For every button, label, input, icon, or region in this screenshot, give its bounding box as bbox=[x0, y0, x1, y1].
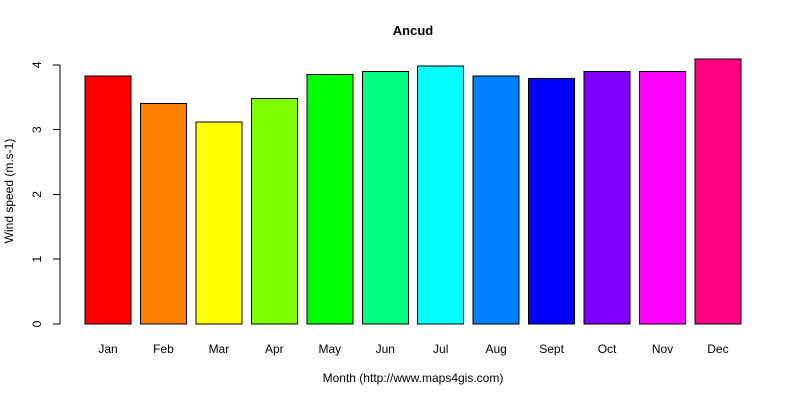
y-tick-label: 3 bbox=[30, 126, 44, 133]
bar-feb bbox=[139, 103, 187, 325]
x-tick-label-may: May bbox=[318, 342, 341, 356]
x-tick-label-nov: Nov bbox=[652, 342, 673, 356]
x-axis-labels: Jan Feb Mar Apr May Jun Jul Aug Sept Oct Nov Dec bbox=[98, 342, 728, 356]
y-tick-label: 4 bbox=[30, 61, 44, 68]
bar-jun bbox=[361, 70, 409, 325]
x-tick-label-aug: Aug bbox=[485, 342, 506, 356]
bar-sept bbox=[528, 77, 576, 325]
x-tick-label-dec: Dec bbox=[707, 342, 728, 356]
y-axis: 0 1 2 3 4 bbox=[30, 61, 61, 327]
y-axis-label: Wind speed (m.s-1) bbox=[2, 139, 16, 244]
y-tick-label: 0 bbox=[30, 320, 44, 327]
x-tick-label-jan: Jan bbox=[98, 342, 117, 356]
x-tick-label-mar: Mar bbox=[209, 342, 230, 356]
bar-jan bbox=[84, 75, 132, 325]
y-tick-label: 2 bbox=[30, 191, 44, 198]
bar-oct bbox=[583, 70, 631, 325]
bar-mar bbox=[195, 121, 243, 325]
x-tick-label-feb: Feb bbox=[153, 342, 174, 356]
bar-dec bbox=[694, 58, 742, 325]
x-tick-label-sept: Sept bbox=[539, 342, 564, 356]
y-tick-label: 1 bbox=[30, 256, 44, 263]
bar-apr bbox=[250, 98, 298, 325]
x-tick-label-jun: Jun bbox=[376, 342, 395, 356]
bar-may bbox=[306, 74, 354, 325]
x-tick-label-jul: Jul bbox=[433, 342, 448, 356]
chart-title: Ancud bbox=[393, 23, 434, 38]
bar-aug bbox=[472, 75, 520, 325]
x-tick-label-apr: Apr bbox=[265, 342, 284, 356]
x-axis-label: Month (http://www.maps4gis.com) bbox=[323, 371, 504, 385]
plot-area bbox=[84, 58, 742, 325]
bar-nov bbox=[639, 70, 686, 325]
x-tick-label-oct: Oct bbox=[598, 342, 617, 356]
bar-jul bbox=[417, 65, 465, 325]
